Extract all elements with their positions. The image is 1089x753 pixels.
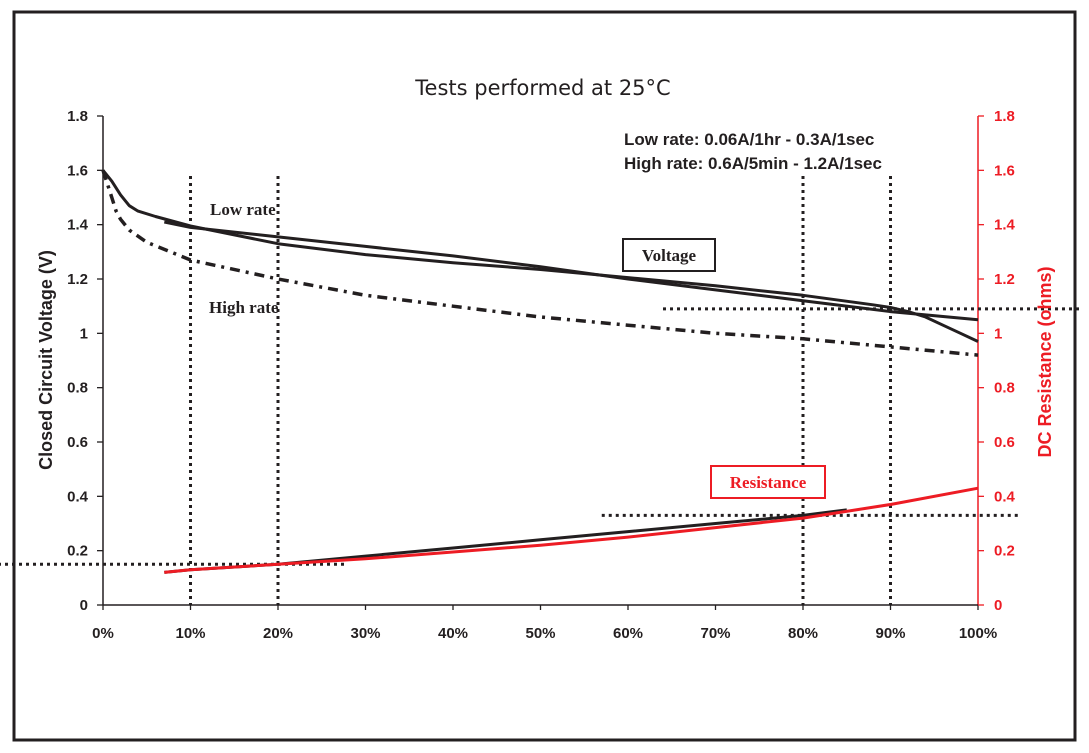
chart-frame — [12, 10, 1077, 742]
y-axis-label-left: Closed Circuit Voltage (V) — [36, 250, 56, 470]
x-tick-label: 10% — [175, 625, 205, 642]
chart-title: Tests performed at 25°C — [414, 76, 670, 100]
x-tick-label: 0% — [92, 625, 114, 642]
y-tick-label-left: 0.6 — [67, 434, 88, 451]
y-tick-label-left: 0 — [80, 597, 88, 614]
x-tick-label: 60% — [613, 625, 643, 642]
y-axis-label-right: DC Resistance (ohms) — [1035, 266, 1055, 457]
legend-low-rate-text: Low rate: 0.06A/1hr - 0.3A/1sec — [624, 130, 874, 149]
y-tick-label-right: 0.8 — [994, 380, 1015, 397]
y-tick-label-right: 1.2 — [994, 271, 1015, 288]
x-tick-label: 80% — [788, 625, 818, 642]
x-tick-label: 50% — [525, 625, 555, 642]
y-tick-label-right: 1.6 — [994, 162, 1015, 179]
high-rate-annotation: High rate — [209, 298, 279, 317]
x-tick-label: 100% — [959, 625, 997, 642]
y-tick-label-right: 0.4 — [994, 488, 1016, 505]
x-tick-label: 40% — [438, 625, 468, 642]
y-tick-label-right: 1.4 — [994, 217, 1016, 234]
series-layer — [101, 169, 979, 574]
y-tick-label-left: 1.4 — [67, 217, 89, 234]
voltage-label-box — [622, 238, 716, 272]
y-tick-label-left: 0.2 — [67, 543, 88, 560]
resistance-label-box — [710, 465, 826, 499]
x-tick-label: 20% — [263, 625, 293, 642]
y-tick-label-right: 1.8 — [994, 108, 1015, 125]
y-tick-label-right: 0.6 — [994, 434, 1015, 451]
y-tick-label-left: 0.4 — [67, 488, 89, 505]
legend-high-rate-text: High rate: 0.6A/5min - 1.2A/1sec — [624, 154, 882, 173]
y-tick-label-right: 0 — [994, 597, 1002, 614]
reference-lines-layer — [0, 176, 1083, 605]
axes-layer: 0% 10% 20% 30% 40% 50% 60% 70% 80% 90% 100% 0 0.2 0.4… — [67, 108, 1015, 642]
x-tick-label: 90% — [875, 625, 905, 642]
y-tick-label-left: 0.8 — [67, 380, 88, 397]
y-tick-label-left: 1.6 — [67, 162, 88, 179]
x-tick-label: 70% — [700, 625, 730, 642]
y-tick-label-right: 1 — [994, 325, 1002, 342]
y-tick-label-left: 1.8 — [67, 108, 88, 125]
resistance-annotation: Resistance — [730, 473, 807, 492]
x-tick-label: 30% — [350, 625, 380, 642]
y-tick-label-left: 1 — [80, 325, 88, 342]
series-line-1 — [163, 220, 979, 322]
y-tick-label-right: 0.2 — [994, 543, 1015, 560]
y-tick-label-left: 1.2 — [67, 271, 88, 288]
series-line-4 — [164, 486, 979, 574]
voltage-annotation: Voltage — [642, 246, 697, 265]
low-rate-annotation: Low rate — [210, 200, 276, 219]
